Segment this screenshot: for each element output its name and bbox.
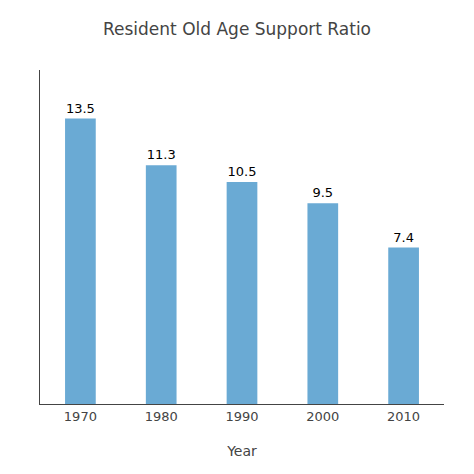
svg-text:2000: 2000 <box>306 409 339 424</box>
svg-text:9.5: 9.5 <box>312 185 333 200</box>
svg-text:10.5: 10.5 <box>228 164 257 179</box>
svg-text:1990: 1990 <box>225 409 258 424</box>
svg-text:Year: Year <box>226 443 257 459</box>
svg-text:13.5: 13.5 <box>66 101 95 116</box>
svg-text:11.3: 11.3 <box>147 147 176 162</box>
svg-text:1980: 1980 <box>145 409 178 424</box>
svg-text:1970: 1970 <box>64 409 97 424</box>
svg-text:Resident Old Age Support Ratio: Resident Old Age Support Ratio <box>103 19 371 39</box>
svg-text:7.4: 7.4 <box>393 230 414 245</box>
svg-text:2010: 2010 <box>387 409 420 424</box>
